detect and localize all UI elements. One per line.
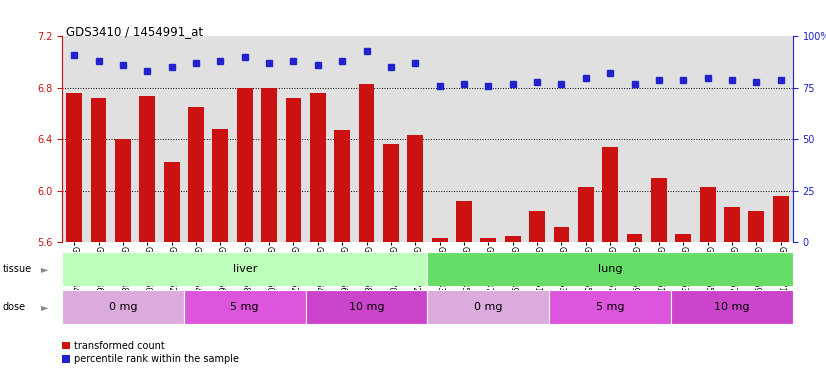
Text: 0 mg: 0 mg bbox=[108, 302, 137, 312]
Bar bbox=[383, 144, 399, 242]
Bar bbox=[700, 187, 715, 242]
Bar bbox=[481, 238, 496, 242]
Bar bbox=[578, 187, 594, 242]
Text: 5 mg: 5 mg bbox=[230, 302, 259, 312]
Bar bbox=[651, 178, 667, 242]
Bar bbox=[549, 290, 671, 324]
Text: lung: lung bbox=[598, 264, 623, 274]
Bar bbox=[358, 84, 374, 242]
Bar bbox=[671, 290, 793, 324]
Text: ►: ► bbox=[41, 264, 49, 274]
Bar bbox=[748, 211, 764, 242]
Text: transformed count: transformed count bbox=[74, 341, 165, 351]
Text: dose: dose bbox=[2, 302, 26, 312]
Bar bbox=[183, 290, 306, 324]
Text: tissue: tissue bbox=[2, 264, 31, 274]
Text: 10 mg: 10 mg bbox=[349, 302, 384, 312]
Text: ►: ► bbox=[41, 302, 49, 312]
Text: GDS3410 / 1454991_at: GDS3410 / 1454991_at bbox=[66, 25, 203, 38]
Bar bbox=[140, 96, 155, 242]
Bar bbox=[115, 139, 131, 242]
Text: percentile rank within the sample: percentile rank within the sample bbox=[74, 354, 240, 364]
Bar bbox=[724, 207, 740, 242]
Text: 5 mg: 5 mg bbox=[596, 302, 624, 312]
Bar bbox=[505, 235, 520, 242]
Bar bbox=[212, 129, 228, 242]
Bar bbox=[335, 130, 350, 242]
Bar bbox=[261, 88, 277, 242]
Bar bbox=[188, 107, 204, 242]
Bar bbox=[306, 290, 428, 324]
Bar bbox=[62, 290, 183, 324]
Bar bbox=[529, 211, 545, 242]
Bar bbox=[428, 252, 793, 286]
Bar bbox=[66, 93, 82, 242]
Bar bbox=[553, 227, 569, 242]
Bar bbox=[676, 234, 691, 242]
Bar bbox=[456, 201, 472, 242]
Text: liver: liver bbox=[232, 264, 257, 274]
Text: 0 mg: 0 mg bbox=[474, 302, 503, 312]
Bar bbox=[432, 238, 448, 242]
Bar bbox=[62, 252, 428, 286]
Bar bbox=[627, 234, 643, 242]
Bar bbox=[237, 88, 253, 242]
Bar bbox=[310, 93, 325, 242]
Bar bbox=[407, 135, 423, 242]
Bar bbox=[602, 147, 618, 242]
Bar bbox=[286, 98, 301, 242]
Bar bbox=[773, 196, 789, 242]
Bar bbox=[91, 98, 107, 242]
Text: 10 mg: 10 mg bbox=[714, 302, 750, 312]
Bar bbox=[164, 162, 179, 242]
Bar bbox=[428, 290, 549, 324]
